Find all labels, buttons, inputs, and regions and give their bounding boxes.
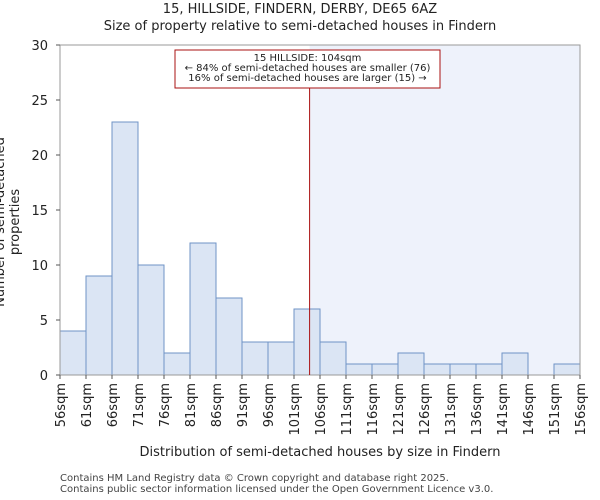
bar-101sqm bbox=[293, 308, 321, 376]
annotation-line-3: 16% of semi-detached houses are larger (… bbox=[188, 73, 427, 84]
x-tick-label: 56sqm bbox=[54, 383, 69, 427]
bar-96sqm bbox=[267, 341, 295, 376]
bar-141sqm bbox=[501, 352, 529, 376]
larger-properties-highlight bbox=[309, 45, 580, 375]
bar-111sqm bbox=[345, 363, 373, 376]
bar-106sqm bbox=[319, 341, 347, 376]
footer-line-1: Contains HM Land Registry data © Crown c… bbox=[60, 473, 449, 484]
bar-71sqm bbox=[137, 264, 165, 376]
bar-56sqm bbox=[59, 330, 87, 376]
x-tick-label: 101sqm bbox=[288, 383, 303, 436]
x-tick-label: 151sqm bbox=[548, 383, 563, 436]
bar-126sqm bbox=[423, 363, 451, 376]
bar-66sqm bbox=[111, 121, 139, 376]
x-tick-label: 96sqm bbox=[262, 383, 277, 427]
x-tick-label: 121sqm bbox=[392, 383, 407, 436]
x-tick-label: 76sqm bbox=[158, 383, 173, 427]
x-tick-label: 91sqm bbox=[236, 383, 251, 427]
bar-86sqm bbox=[215, 297, 243, 376]
bar-121sqm bbox=[397, 352, 425, 376]
y-tick-label: 5 bbox=[40, 314, 48, 329]
bar-61sqm bbox=[85, 275, 113, 376]
footer-line-2: Contains public sector information licen… bbox=[60, 484, 494, 495]
x-tick-label: 136sqm bbox=[470, 383, 485, 436]
chart-subtitle: Size of property relative to semi-detach… bbox=[103, 19, 497, 34]
x-tick-label: 81sqm bbox=[184, 383, 199, 427]
annotation-line-1: 15 HILLSIDE: 104sqm bbox=[253, 53, 362, 64]
bar-91sqm bbox=[241, 341, 269, 376]
x-tick-label: 146sqm bbox=[522, 383, 537, 436]
annotation-line-2: ← 84% of semi-detached houses are smalle… bbox=[184, 63, 431, 74]
y-tick-label: 0 bbox=[40, 369, 48, 384]
bar-136sqm bbox=[475, 363, 503, 376]
annotation-box bbox=[174, 49, 441, 89]
x-tick-label: 126sqm bbox=[418, 383, 433, 436]
bar-116sqm bbox=[371, 363, 399, 376]
x-tick-label: 106sqm bbox=[314, 383, 329, 436]
bar-76sqm bbox=[163, 352, 191, 376]
y-tick-label: 20 bbox=[31, 149, 48, 164]
x-tick-label: 61sqm bbox=[80, 383, 95, 427]
x-tick-label: 71sqm bbox=[132, 383, 147, 427]
bar-131sqm bbox=[449, 363, 477, 376]
chart-title: 15, HILLSIDE, FINDERN, DERBY, DE65 6AZ bbox=[162, 2, 438, 17]
x-axis-label: Distribution of semi-detached houses by … bbox=[139, 445, 501, 460]
y-ticks-group: 0 5 10 15 20 25 30 bbox=[31, 39, 60, 384]
x-ticks-group: 56sqm 61sqm 66sqm 71sqm 76sqm 81sqm 86sqm 91sqm… bbox=[54, 375, 589, 436]
bar-81sqm bbox=[189, 242, 217, 376]
x-tick-label: 116sqm bbox=[366, 383, 381, 436]
x-tick-label: 131sqm bbox=[444, 383, 459, 436]
x-tick-label: 141sqm bbox=[496, 383, 511, 436]
x-tick-label: 86sqm bbox=[210, 383, 225, 427]
y-tick-label: 10 bbox=[31, 259, 48, 274]
x-tick-label: 111sqm bbox=[340, 383, 355, 436]
x-tick-label: 156sqm bbox=[574, 383, 589, 436]
bars-group bbox=[59, 121, 581, 376]
x-tick-label: 66sqm bbox=[106, 383, 121, 427]
y-tick-label: 15 bbox=[31, 204, 48, 219]
bar-151sqm bbox=[553, 363, 581, 376]
y-tick-label: 30 bbox=[31, 39, 48, 54]
y-tick-label: 25 bbox=[31, 94, 48, 109]
y-axis-label: Number of semi-detached properties bbox=[0, 137, 23, 307]
